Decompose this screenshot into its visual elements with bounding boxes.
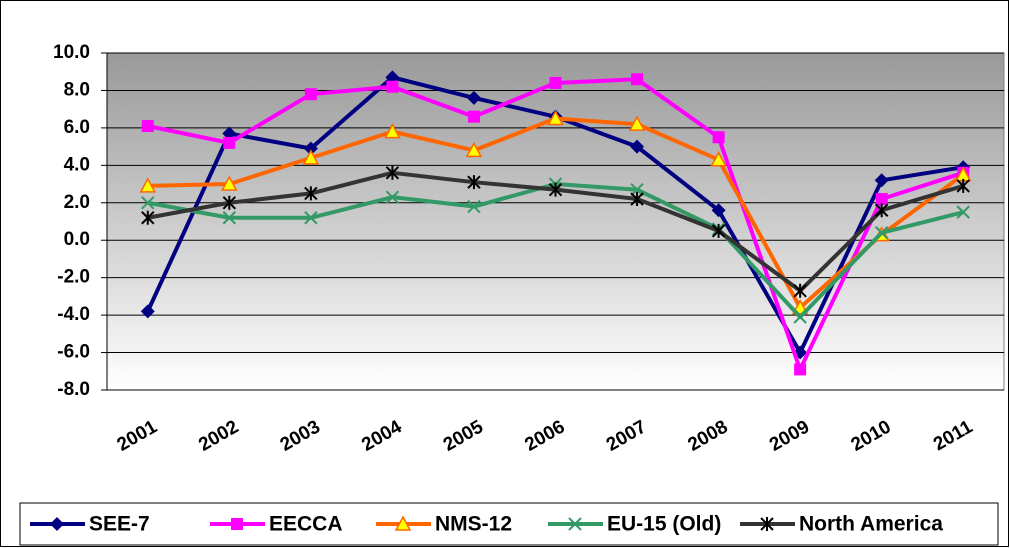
marker [711,203,726,218]
marker [139,177,157,193]
marker [956,178,970,193]
legend-label: North America [799,513,943,536]
marker [630,192,644,207]
marker [50,517,64,531]
marker [465,141,483,158]
marker [141,120,154,133]
y-tick-label: 0.0 [64,229,90,250]
marker [711,223,726,238]
marker [385,165,400,180]
marker [223,136,236,149]
marker [874,226,889,240]
marker [956,205,970,219]
marker [304,211,318,225]
marker [628,115,646,131]
y-tick-label: -8.0 [57,379,90,400]
marker [710,151,727,167]
marker [794,363,807,376]
marker [304,186,318,201]
marker [874,203,889,218]
marker [631,73,644,86]
legend-label: SEE-7 [89,513,150,536]
marker [384,123,401,139]
marker [549,76,562,89]
y-tick-label: -4.0 [57,304,90,325]
y-tick-label: -2.0 [57,267,90,288]
marker [630,139,645,154]
marker [386,80,399,93]
marker [394,515,412,531]
marker [221,175,238,191]
marker [231,518,243,530]
legend-box [19,502,999,546]
marker [141,196,155,210]
marker [467,175,481,190]
marker [303,141,318,156]
legend-label: NMS-12 [435,513,512,536]
marker [467,110,480,123]
plot-area [106,52,1005,391]
marker [140,304,155,319]
marker [141,210,155,225]
marker [467,199,481,214]
marker [793,283,807,298]
y-tick-label: 8.0 [64,79,90,100]
marker [568,517,582,531]
marker [222,211,237,225]
marker [760,517,774,531]
marker [712,131,725,144]
marker [222,195,237,210]
marker [547,109,564,126]
marker [548,182,563,197]
marker [302,149,320,165]
y-tick-label: 4.0 [64,154,90,175]
marker [385,190,400,204]
marker [874,173,889,188]
marker [466,90,481,105]
y-tick-label: 2.0 [64,192,90,213]
marker [793,310,807,324]
y-tick-label: -6.0 [57,342,90,363]
legend-label: EECCA [269,513,343,536]
legend-label: EU-15 (Old) [607,513,721,536]
marker [875,193,888,206]
y-tick-label: 10.0 [53,42,90,63]
y-tick-label: 6.0 [64,117,90,138]
marker [304,88,317,101]
